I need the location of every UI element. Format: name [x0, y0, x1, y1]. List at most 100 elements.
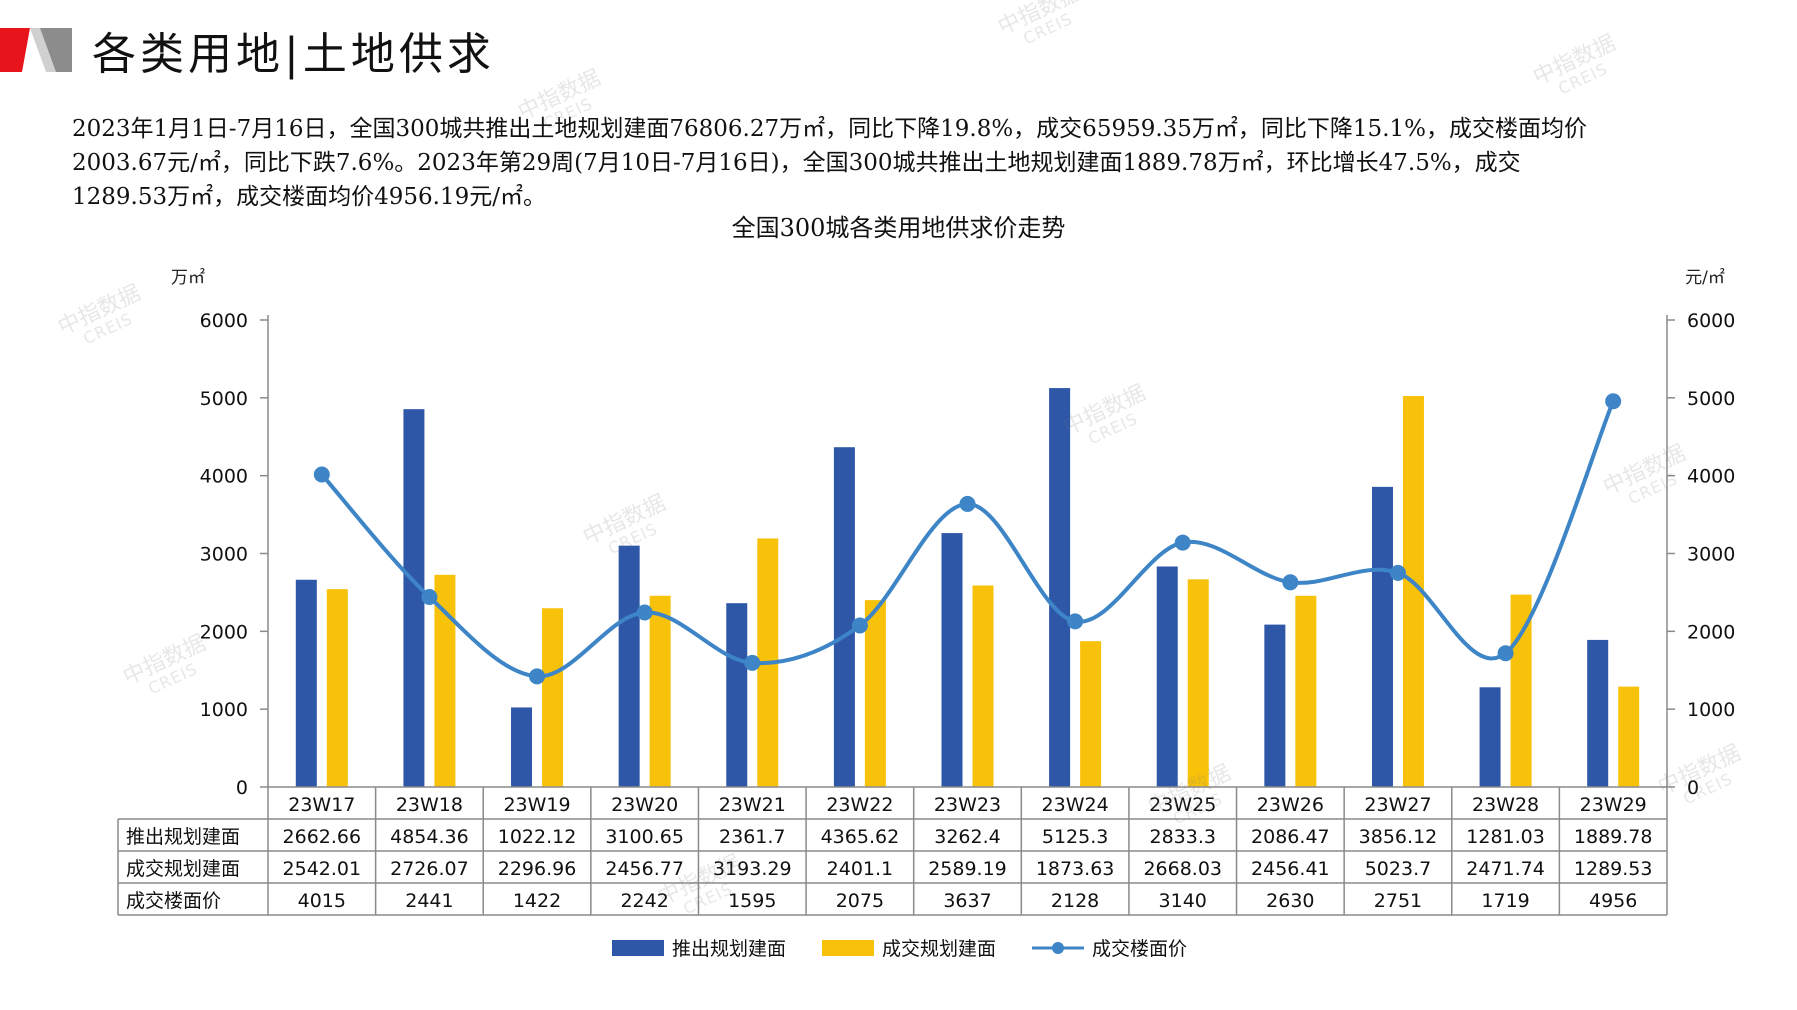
bar-deal — [542, 608, 564, 787]
category-label: 23W19 — [503, 794, 570, 816]
table-row-label: 成交楼面价 — [126, 890, 221, 912]
price-point — [1605, 393, 1622, 410]
price-point — [1174, 534, 1191, 551]
bar-deal — [1402, 395, 1424, 787]
bar-supply — [1479, 687, 1501, 787]
data-label: 4854.36 — [390, 826, 469, 848]
page-title: 各类用地|土地供求 — [92, 29, 495, 80]
legend-swatch-price-dot — [1052, 942, 1064, 954]
category-label: 23W28 — [1472, 794, 1539, 816]
table-row-label: 推出规划建面 — [126, 826, 240, 848]
bar-supply — [833, 447, 855, 787]
bar-supply — [941, 533, 963, 787]
right-axis-tick-label: 5000 — [1687, 388, 1735, 410]
data-label: 1422 — [513, 890, 561, 912]
data-label: 2296.96 — [498, 858, 577, 880]
data-label: 2128 — [1051, 890, 1099, 912]
data-label: 1022.12 — [498, 826, 577, 848]
data-label: 2668.03 — [1143, 858, 1222, 880]
data-label: 3637 — [943, 890, 991, 912]
right-axis-tick-label: 1000 — [1687, 699, 1735, 721]
right-axis-tick-label: 2000 — [1687, 621, 1735, 643]
data-label: 2833.3 — [1149, 826, 1215, 848]
bar-supply — [511, 707, 533, 787]
bar-deal — [972, 585, 994, 787]
data-label: 1889.78 — [1574, 826, 1653, 848]
price-point — [744, 654, 761, 671]
data-label: 5023.7 — [1365, 858, 1431, 880]
category-label: 23W27 — [1364, 794, 1431, 816]
legend-label-supply: 推出规划建面 — [672, 938, 786, 960]
data-label: 2075 — [836, 890, 884, 912]
left-axis-unit: 万㎡ — [171, 268, 205, 288]
data-label: 2441 — [405, 890, 453, 912]
left-axis-tick-label: 2000 — [200, 621, 248, 643]
price-point — [1389, 564, 1406, 581]
right-axis-tick-label: 3000 — [1687, 544, 1735, 566]
data-label: 2361.7 — [719, 826, 785, 848]
data-label: 1289.53 — [1574, 858, 1653, 880]
right-axis-tick-label: 6000 — [1687, 310, 1735, 332]
bar-deal — [1618, 686, 1640, 787]
bar-deal — [1080, 641, 1102, 787]
bar-deal — [1295, 595, 1317, 787]
price-point — [1282, 574, 1299, 591]
left-axis-tick-label: 6000 — [200, 310, 248, 332]
data-label: 2401.1 — [827, 858, 893, 880]
bar-deal — [649, 595, 671, 787]
left-axis-tick-label: 0 — [236, 777, 248, 799]
data-label: 1281.03 — [1466, 826, 1545, 848]
data-label: 2542.01 — [283, 858, 362, 880]
category-label: 23W22 — [826, 794, 893, 816]
chart-title: 全国300城各类用地供求价走势 — [731, 214, 1066, 242]
data-label: 2630 — [1266, 890, 1314, 912]
price-point — [1497, 645, 1514, 662]
bar-deal — [434, 574, 456, 787]
category-label: 23W17 — [288, 794, 355, 816]
bar-supply — [1264, 624, 1286, 787]
bar-supply — [1156, 566, 1178, 787]
bar-supply — [1587, 639, 1609, 787]
header: 各类用地|土地供求 — [0, 0, 1797, 100]
price-point — [851, 617, 868, 634]
left-axis-tick-label: 3000 — [200, 544, 248, 566]
data-label: 4015 — [298, 890, 346, 912]
data-label: 2662.66 — [283, 826, 362, 848]
data-label: 4956 — [1589, 890, 1637, 912]
data-label: 2751 — [1374, 890, 1422, 912]
brand-logo-icon — [0, 28, 72, 72]
bar-supply — [726, 603, 748, 787]
data-label: 2726.07 — [390, 858, 469, 880]
legend-label-deal: 成交规划建面 — [882, 938, 996, 960]
category-label: 23W20 — [611, 794, 678, 816]
bar-deal — [1187, 579, 1209, 787]
price-point — [529, 668, 546, 685]
data-label: 4365.62 — [821, 826, 900, 848]
summary-line: 2003.67元/㎡，同比下跌7.6%。2023年第29周(7月10日-7月16… — [72, 150, 1521, 176]
summary-line: 1289.53万㎡，成交楼面均价4956.19元/㎡。 — [72, 184, 546, 210]
summary-text: 2023年1月1日-7月16日，全国300城共推出土地规划建面76806.27万… — [72, 112, 1722, 214]
data-label: 2471.74 — [1466, 858, 1545, 880]
category-label: 23W29 — [1580, 794, 1647, 816]
bar-supply — [1371, 486, 1393, 787]
legend-label-price: 成交楼面价 — [1092, 938, 1187, 960]
data-label: 1873.63 — [1036, 858, 1115, 880]
price-point — [636, 604, 653, 621]
bar-supply — [403, 409, 425, 787]
data-label: 2242 — [620, 890, 668, 912]
bar-supply — [295, 579, 317, 787]
category-label: 23W25 — [1149, 794, 1216, 816]
bar-supply — [618, 545, 640, 787]
data-label: 2589.19 — [928, 858, 1007, 880]
price-point — [313, 466, 330, 483]
data-label: 2456.77 — [605, 858, 684, 880]
category-label: 23W26 — [1257, 794, 1324, 816]
data-label: 1719 — [1481, 890, 1529, 912]
category-label: 23W21 — [719, 794, 786, 816]
category-label: 23W23 — [934, 794, 1001, 816]
price-point — [1067, 613, 1084, 630]
data-label: 3262.4 — [934, 826, 1000, 848]
data-label: 2086.47 — [1251, 826, 1330, 848]
data-label: 3856.12 — [1359, 826, 1438, 848]
